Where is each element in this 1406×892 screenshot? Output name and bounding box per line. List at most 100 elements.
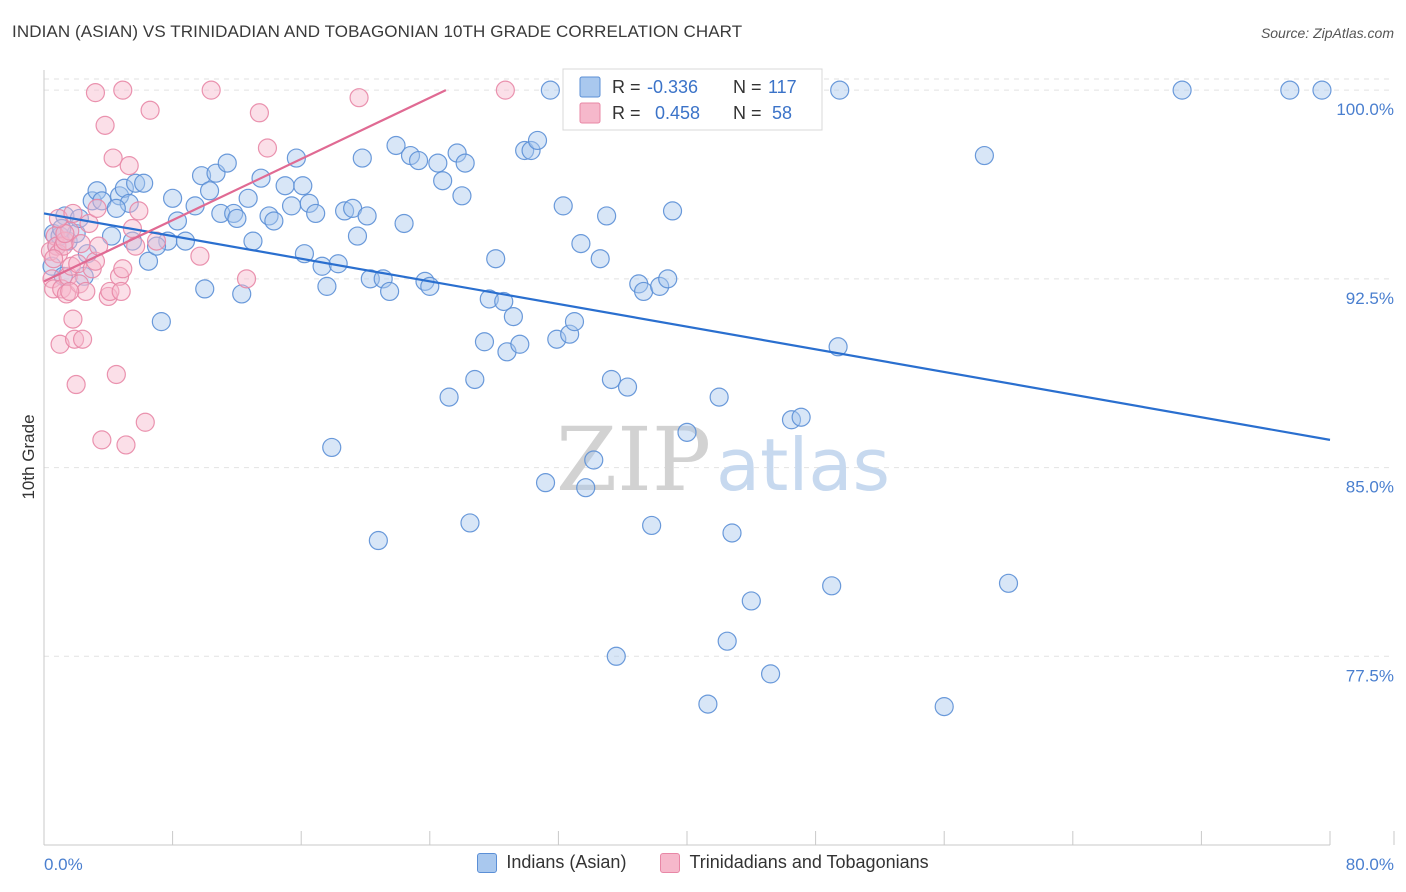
trinidadian-point-39 [140,100,160,120]
indian-point-123 [227,208,247,229]
grid-lines [44,78,1394,657]
legend-n-value-blue: 117 [768,77,797,97]
trinidadian-point-53 [60,281,80,302]
indian-point-20 [138,251,159,271]
trinidadian-point-29 [103,148,123,168]
indian-point-48 [322,437,342,458]
trinidadian-point-49 [495,80,515,100]
indian-point-58 [386,135,406,156]
bottom-legend: Indians (Asian) Trinidadians and Tobagon… [0,852,1406,873]
trinidadian-point-6 [50,334,70,354]
trinidadian-point-28 [100,281,120,302]
bottom-legend-label-blue: Indians (Asian) [506,852,627,872]
series-indians-asian [42,80,1332,717]
indian-point-74 [494,291,514,312]
indian-point-55 [368,530,388,551]
indian-point-25 [175,231,196,251]
indian-point-116 [1172,80,1192,100]
watermark-zip: ZIP [556,408,711,511]
indian-point-15 [114,178,134,198]
indian-point-94 [617,377,638,397]
indian-point-85 [560,324,580,344]
indian-point-19 [134,173,154,193]
indian-point-40 [275,176,295,196]
indian-point-71 [474,332,495,352]
indian-point-87 [571,234,591,254]
trinidadian-point-54 [87,198,107,218]
indian-point-102 [698,694,718,714]
indian-point-97 [642,515,662,536]
indian-point-35 [238,188,258,208]
x-tick-labels: 0.0% 80.0% [44,855,1394,874]
trinidadian-point-26 [95,115,115,135]
trinidadian-point-38 [135,412,155,432]
indian-point-13 [101,226,122,246]
x-tick-marks [43,831,1395,845]
trinidadian-point-47 [190,246,210,266]
legend-swatch-blue [579,76,601,98]
trinidadian-point-51 [71,234,91,254]
x-tick-label-0: 0.0% [44,855,83,874]
trend-lines [43,89,1331,441]
indian-point-28 [195,279,215,299]
indian-point-43 [293,176,313,196]
indian-point-76 [503,306,523,327]
indian-point-89 [584,450,604,470]
indian-point-93 [606,646,626,666]
trinidadian-point-40 [146,231,167,251]
indian-point-77 [510,334,530,354]
indian-point-88 [576,478,596,498]
indian-point-113 [934,697,954,717]
indian-point-80 [527,130,548,151]
bottom-legend-label-pink: Trinidadians and Tobagonians [689,852,929,872]
indian-point-101 [677,422,697,442]
legend-r-value-pink: 0.458 [655,103,700,123]
indian-point-81 [535,473,556,493]
y-tick-label-0: 100.0% [1336,100,1394,119]
trinidadian-point-18 [69,274,89,294]
trinidadian-point-45 [257,138,278,158]
indian-point-83 [547,329,567,349]
indian-point-73 [486,249,506,269]
indian-point-34 [232,284,252,304]
trinidadian-point-16 [66,374,86,395]
indian-point-104 [717,631,737,651]
indian-point-52 [347,226,368,246]
legend: R = -0.336 N = 117 R = 0.458 N = 58 [562,68,823,131]
indian-point-115 [998,573,1019,593]
legend-n-value-pink: 58 [772,103,792,123]
indian-point-121 [106,198,126,218]
watermark: ZIP atlas [556,408,890,511]
trinidadian-point-30 [106,364,126,385]
indian-point-100 [662,201,683,221]
indian-point-98 [650,276,670,296]
indian-point-109 [791,407,811,427]
bottom-legend-item-blue: Indians (Asian) [477,852,626,873]
indian-point-79 [521,140,541,161]
trinidadian-point-19 [72,329,93,349]
trinidadian-point-46 [236,269,257,289]
trinidadian-point-48 [349,88,369,108]
y-tick-label-1: 92.5% [1346,289,1394,308]
indian-point-68 [455,153,475,173]
indian-point-110 [822,576,842,596]
indian-point-47 [317,276,337,296]
indian-point-106 [741,591,761,611]
trinidadian-point-20 [76,281,96,302]
indian-point-41 [281,196,302,216]
indian-point-82 [540,80,560,100]
indian-point-66 [439,387,459,407]
indian-point-96 [633,281,654,302]
bottom-legend-swatch-pink [660,852,681,873]
indian-point-64 [428,153,448,173]
bottom-legend-swatch-blue [477,852,498,873]
indian-point-69 [460,513,480,533]
chart-title: INDIAN (ASIAN) VS TRINIDADIAN AND TOBAGO… [12,22,743,41]
indian-point-72 [479,289,499,309]
indian-point-99 [658,269,678,289]
watermark-atlas: atlas [716,423,890,507]
indian-point-57 [380,281,400,302]
indian-point-59 [394,213,414,234]
trinidadian-point-56 [111,281,131,302]
indian-point-107 [760,664,781,684]
